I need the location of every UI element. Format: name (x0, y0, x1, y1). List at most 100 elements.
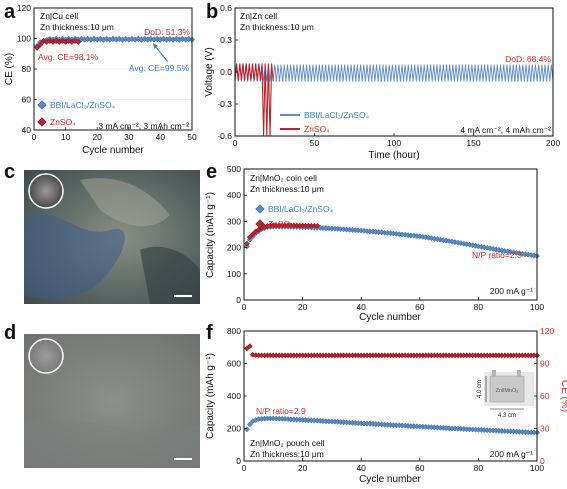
y-tick-label: 200 (227, 243, 241, 253)
data-point-red (75, 38, 82, 46)
panel-label-f: f (206, 322, 213, 344)
pouch-cell-label: Zn‖MnO₂ (496, 388, 519, 394)
legend-label-blue-a: BBI/LaCl₃/ZnSO₄ (50, 100, 116, 110)
legend-label-red-b: ZnSO₄ (304, 124, 330, 134)
y-tick-label: 80 (22, 64, 32, 74)
x-tick-label: 50 (310, 138, 320, 148)
data-point-red (314, 222, 321, 229)
dod-annotation-a: DoD: 51.3% (144, 27, 190, 37)
x-tick-label: 80 (474, 302, 484, 312)
legend-a: BBI/LaCl₃/ZnSO₄ ZnSO₄ (37, 100, 116, 127)
title-line-1-a: Zn|Cu cell (40, 11, 78, 21)
chart-panel-e: 0 20 40 60 80 100 0 100 200 300 400 500 Cycle numbe… (205, 164, 544, 323)
legend-label-red-e: ZnSO₄ (268, 219, 294, 229)
photo-shade-d (24, 417, 200, 468)
x-axis-label-e: Cycle number (359, 312, 421, 323)
data-point-red (243, 240, 250, 247)
y-tick-label: 800 (227, 326, 241, 336)
x-axis-label-a: Cycle number (82, 145, 144, 156)
x-tick-label: 30 (124, 132, 134, 142)
y2-tick-label: 60 (540, 391, 550, 401)
y-tick-label: 400 (227, 391, 241, 401)
y-axis-label-e: Capacity (mAh g⁻¹) (205, 192, 216, 278)
plot-frame-e (243, 168, 538, 301)
legend-label-blue-b: BBI/LaCl₃/ZnSO₄ (304, 110, 370, 120)
y-tick-label: -0.3 (217, 99, 232, 109)
title-line-1-b: Zn|Zn cell (240, 11, 277, 21)
y-tick-label: -0.6 (217, 131, 232, 141)
x-tick-label: 40 (156, 132, 166, 142)
y2-tick-label: 0 (540, 456, 545, 466)
y-tick-label: 500 (227, 164, 241, 174)
voltage-trace-blue (234, 64, 554, 82)
x-tick-label: 80 (474, 463, 484, 473)
title-line-1-f: Zn|MnO₂ pouch cell (250, 438, 325, 448)
y-tick-label: 0 (236, 456, 241, 466)
np-annotation-f: N/P ratio=2.9 (256, 406, 306, 416)
title-line-2-e: Zn thickness:10 μm (250, 184, 324, 194)
title-line-2-f: Zn thickness:10 μm (250, 449, 324, 459)
legend-marker-blue-e (255, 204, 265, 214)
x-tick-label: 200 (546, 138, 560, 148)
x-tick-label: 150 (466, 138, 480, 148)
y2-tick-label: 120 (540, 326, 554, 336)
y-tick-label: 0 (236, 295, 241, 305)
avg-ce-blue-annotation-a: Avg. CE=99.5% (129, 63, 190, 73)
np-annotation-e: N/P ratio=2.3 (472, 250, 522, 260)
photo-dark-region-c (140, 246, 200, 304)
panel-label-d: d (4, 322, 16, 344)
legend-marker-blue-a (37, 100, 47, 110)
panel-label-c: c (4, 161, 15, 183)
y-tick-label: 40 (22, 125, 32, 135)
y-tick-label: 0.6 (220, 3, 232, 13)
title-line-2-a: Zn thickness:10 μm (40, 22, 114, 32)
x-tick-label: 100 (530, 463, 544, 473)
data-point-red (246, 234, 253, 241)
legend-e: BBI/LaCl₃/ZnSO₄ ZnSO₄ (255, 204, 334, 229)
x-tick-label: 0 (32, 132, 37, 142)
x-tick-label: 0 (233, 138, 238, 148)
pouch-cell-inset: Zn‖MnO₂ 4.3 cm 4.0 cm (477, 370, 534, 419)
x-tick-label: 20 (298, 463, 308, 473)
y-tick-label: 0.3 (220, 35, 232, 45)
data-point-capacity (246, 421, 253, 428)
x-axis-label-f: Cycle number (359, 474, 421, 485)
legend-b: BBI/LaCl₃/ZnSO₄ ZnSO₄ (280, 110, 370, 134)
legend-label-blue-e: BBI/LaCl₃/ZnSO₄ (268, 204, 334, 214)
avg-ce-arrow-head (153, 43, 158, 49)
y-tick-label: 300 (227, 216, 241, 226)
micrograph-c (24, 170, 200, 304)
y-tick-label: 600 (227, 359, 241, 369)
x-tick-label: 100 (530, 302, 544, 312)
avg-ce-red-annotation-a: Avg. CE=98.1% (38, 52, 99, 62)
avg-ce-arrow-line (154, 45, 169, 63)
conditions-annotation-e: 200 mA g⁻¹ (490, 286, 533, 296)
x-axis-label-b: Time (hour) (368, 150, 419, 161)
legend-marker-red-e (255, 219, 265, 229)
data-point-red (37, 41, 44, 48)
pouch-cell-body (489, 375, 525, 403)
legend-marker-red-a (37, 117, 47, 127)
chart-panel-a: 0 10 20 30 40 50 40 60 80 100 120 Cycle number CE … (4, 3, 197, 156)
pouch-tab-right (517, 370, 521, 377)
y-tick-label: 400 (227, 190, 241, 200)
x-tick-label: 20 (298, 302, 308, 312)
x-tick-label: 60 (415, 302, 425, 312)
panel-label-b: b (206, 1, 218, 23)
panel-label-a: a (4, 1, 16, 23)
title-line-1-e: Zn|MnO₂ coin cell (250, 173, 317, 183)
dod-annotation-b: DoD: 68.4% (505, 54, 551, 64)
y-axis-label-f: Capacity (mAh g⁻¹) (205, 353, 216, 439)
conditions-annotation-a: 3 mA cm⁻², 3 mAh cm⁻² (98, 121, 189, 131)
data-point-red (34, 44, 41, 51)
x-tick-label: 100 (387, 138, 401, 148)
micrograph-d (24, 334, 200, 468)
width-dimension-label: 4.3 cm (498, 413, 516, 419)
data-point-red (249, 231, 256, 238)
y-tick-label: 100 (227, 269, 241, 279)
pouch-tab-left (492, 370, 496, 377)
inset-circle-d (28, 338, 64, 374)
x-tick-label: 20 (92, 132, 102, 142)
